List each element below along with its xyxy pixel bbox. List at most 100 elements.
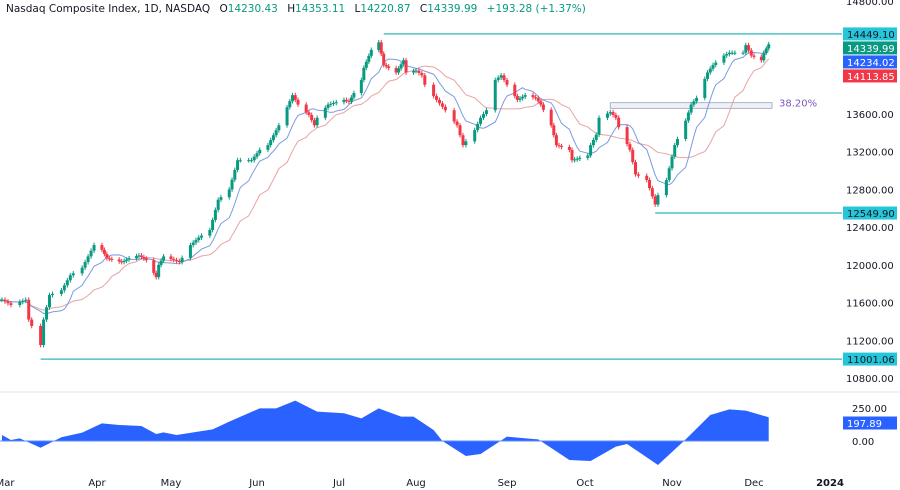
candle-body: [3, 299, 7, 302]
candle-body: [625, 127, 629, 145]
candle-body: [258, 149, 262, 154]
candle-body: [24, 299, 28, 301]
candle-body: [352, 93, 356, 98]
candle-body: [307, 112, 311, 115]
candle-body: [634, 162, 638, 175]
candle-body: [89, 250, 93, 257]
candle-body: [315, 117, 319, 126]
candle-body: [344, 99, 348, 101]
candle-body: [747, 45, 751, 51]
candle-body: [367, 55, 371, 62]
candle-body: [83, 262, 87, 268]
candle-body: [711, 64, 715, 69]
time-tick-label: Dec: [744, 478, 763, 489]
candle-body: [675, 138, 679, 146]
high-value: 14353.11: [295, 3, 346, 15]
candle-body: [484, 110, 488, 114]
price-tick-label: 14800.00: [846, 0, 894, 8]
candle-body: [102, 249, 106, 255]
price-tick-label: 12000.00: [846, 261, 894, 272]
time-axis[interactable]: Mar Apr May Jun Jul Aug Sep Oct Nov Dec 2024: [0, 478, 844, 489]
candle-body: [191, 242, 195, 246]
hline-price-badge: [843, 206, 897, 220]
ma-slow-badge: [843, 69, 897, 83]
candle-body: [59, 290, 63, 294]
high-label: H: [287, 3, 296, 15]
candle-body: [120, 261, 124, 263]
candle-body: [496, 77, 500, 81]
ma-slow-badge-text: 14113.85: [847, 72, 895, 83]
candle-body: [560, 146, 564, 148]
candle-body: [636, 174, 640, 176]
candle-body: [567, 147, 571, 150]
candle-body: [334, 102, 338, 104]
candle-body: [274, 130, 278, 136]
candle-body: [291, 95, 295, 102]
candle-body: [611, 112, 615, 115]
candle-body: [188, 245, 192, 258]
candle-body: [266, 145, 270, 150]
candle-body: [722, 55, 726, 63]
candle-body: [594, 134, 598, 140]
candle-body: [573, 159, 577, 161]
candle-body: [252, 156, 256, 161]
candle-body: [534, 97, 538, 99]
candle-body: [288, 101, 292, 108]
candle-body: [706, 72, 710, 79]
candle-body: [39, 325, 43, 346]
candle-body: [27, 299, 31, 320]
candle-body: [213, 209, 217, 220]
candle-body: [402, 60, 406, 65]
hline-price-badge-text: 14449.10: [847, 30, 895, 41]
price-tick-label: 10800.00: [846, 374, 894, 385]
candle-body: [377, 42, 381, 50]
candles: [0, 39, 771, 348]
candle-body: [154, 272, 158, 278]
candle-body: [667, 168, 671, 181]
candle-body: [399, 64, 403, 69]
hline-price-badge: [843, 352, 897, 366]
candle-body: [689, 104, 693, 113]
candle-body: [211, 219, 215, 230]
candle-body: [733, 52, 737, 54]
hline-price-badge-text: 11001.06: [847, 355, 895, 366]
candle-body: [752, 55, 756, 57]
price-axis[interactable]: 14800.00 13600.00 13200.00 12800.00 12400.00…: [843, 0, 897, 448]
candle-body: [117, 259, 121, 262]
candle-body: [664, 180, 668, 196]
candle-body: [684, 120, 688, 139]
candle-body: [464, 141, 468, 146]
candle-body: [518, 98, 522, 100]
price-tick-label: 13600.00: [846, 110, 894, 121]
time-tick-label: Mar: [0, 478, 15, 489]
candle-body: [92, 245, 96, 251]
candle-body: [144, 258, 148, 261]
candle-body: [767, 44, 771, 49]
candle-body: [180, 257, 184, 263]
candle-body: [312, 120, 316, 126]
candle-body: [730, 52, 734, 54]
candle-body: [249, 160, 253, 162]
candle-body: [139, 255, 143, 258]
horizontal-lines: [40, 33, 842, 360]
candle-body: [45, 307, 49, 320]
candle-body: [6, 301, 10, 304]
candle-body: [71, 273, 75, 276]
candle-body: [172, 259, 176, 261]
candle-body: [686, 112, 690, 121]
oscillator-value-badge-text: 197.89: [847, 419, 882, 430]
candle-body: [342, 99, 346, 103]
candle-body: [417, 70, 421, 73]
candle-body: [591, 139, 595, 146]
close-value: 14339.99: [427, 3, 478, 15]
candle-body: [505, 80, 509, 85]
candle-body: [62, 285, 66, 291]
candle-body: [347, 100, 351, 102]
candle-body: [458, 125, 462, 136]
low-value: 14220.87: [360, 3, 411, 15]
oscillator-tick-label: 250.00: [852, 404, 887, 415]
candle-body: [570, 149, 574, 161]
candle-body: [394, 67, 398, 73]
candle-body: [162, 256, 166, 261]
